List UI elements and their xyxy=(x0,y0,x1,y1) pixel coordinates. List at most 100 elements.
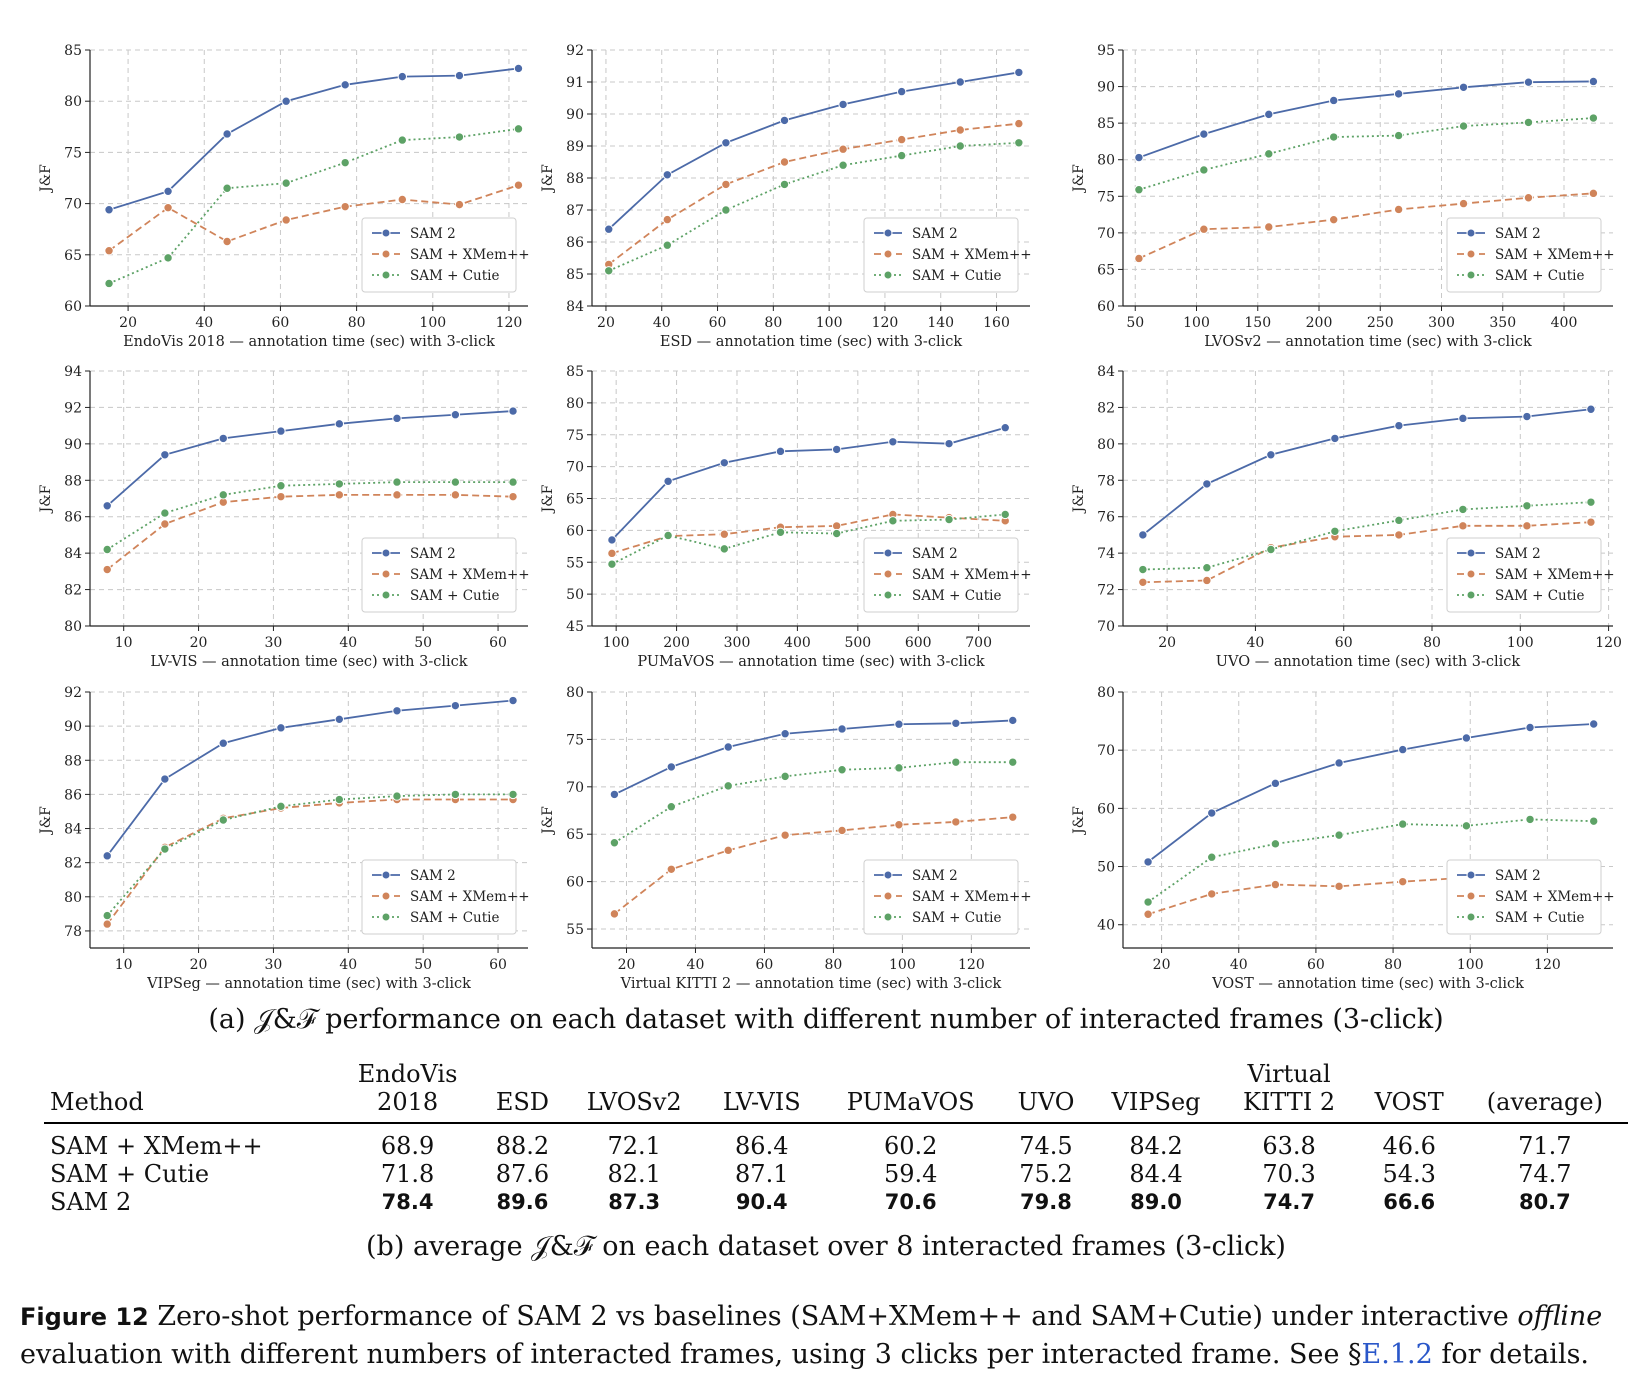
y-axis-label: J&F xyxy=(1071,164,1087,194)
section-link[interactable]: E.1.2 xyxy=(1361,1339,1433,1370)
table-cell: 75.2 xyxy=(1019,1160,1073,1188)
legend-label: SAM 2 xyxy=(1495,868,1541,884)
data-point xyxy=(1014,138,1024,148)
data-point xyxy=(1334,881,1344,892)
table-cell: 63.8 xyxy=(1262,1132,1316,1160)
y-tick-label: 70 xyxy=(1097,743,1115,759)
legend-label: SAM + Cutie xyxy=(410,910,499,926)
table-row: SAM + Cutie 71.8 87.6 82.1 87.1 59.4 75.2 84.4 7… xyxy=(44,1160,1628,1188)
data-point xyxy=(951,817,961,827)
data-point xyxy=(450,789,461,800)
y-axis-label: J&F xyxy=(38,484,54,514)
data-point xyxy=(222,236,232,247)
y-tick-label: 90 xyxy=(64,719,82,735)
y-tick-label: 84 xyxy=(1097,364,1115,380)
legend-box xyxy=(1446,217,1602,293)
legend-marker xyxy=(381,912,391,922)
legend-box xyxy=(863,537,1019,613)
data-point xyxy=(334,490,345,500)
x-tick-label: 350 xyxy=(1489,315,1516,331)
x-tick-label: 60 xyxy=(756,957,774,973)
y-tick-label: 85 xyxy=(64,43,82,59)
legend-marker xyxy=(381,590,391,600)
y-axis-label: J&F xyxy=(38,164,54,194)
data-point xyxy=(1586,517,1596,527)
x-tick-label: 30 xyxy=(265,635,283,651)
legend-box xyxy=(1446,859,1602,935)
table-cell: 90.4 xyxy=(735,1190,788,1214)
legend-marker xyxy=(1466,870,1476,880)
data-point xyxy=(1207,808,1217,818)
y-tick-label: 75 xyxy=(64,145,82,161)
data-point xyxy=(1266,544,1276,555)
series-line xyxy=(608,141,1019,272)
x-tick-label: 500 xyxy=(844,635,871,651)
data-point xyxy=(450,477,461,487)
x-tick-label: 120 xyxy=(1595,635,1622,651)
header-col: PUMaVOS xyxy=(846,1088,975,1116)
data-point xyxy=(1393,89,1404,99)
data-point xyxy=(276,801,286,812)
data-point xyxy=(1458,504,1468,515)
series-line xyxy=(1138,80,1594,159)
data-point xyxy=(662,170,673,180)
y-tick-label: 85 xyxy=(1097,116,1115,132)
data-point xyxy=(1270,839,1281,849)
results-table: Method EndoVis 2018 ESD LVOSv2 LV-VIS PUMaVOS U… xyxy=(44,1058,1628,1216)
data-point xyxy=(454,199,465,210)
y-tick-label: 60 xyxy=(566,523,584,539)
y-axis-label: J&F xyxy=(540,164,556,194)
y-tick-label: 88 xyxy=(64,473,82,489)
table-cell: 71.8 xyxy=(380,1160,435,1188)
table-cell: 87.1 xyxy=(735,1160,789,1188)
x-tick-label: 150 xyxy=(1244,315,1271,331)
data-point xyxy=(838,99,848,110)
data-point xyxy=(1393,204,1404,215)
data-point xyxy=(955,77,965,87)
data-point xyxy=(160,774,170,784)
x-tick-label: 40 xyxy=(653,315,671,331)
table-cell: 60.2 xyxy=(883,1132,938,1160)
data-point xyxy=(775,527,786,537)
data-point xyxy=(1138,530,1148,540)
data-point xyxy=(896,150,907,161)
table-cell: 70.6 xyxy=(884,1190,937,1214)
y-tick-label: 75 xyxy=(566,732,584,748)
x-tick-label: 400 xyxy=(1551,315,1578,331)
data-point xyxy=(218,738,228,748)
figure-caption: Figure 12 Zero-shot performance of SAM 2… xyxy=(20,1298,1640,1374)
data-point xyxy=(1393,130,1404,141)
legend-marker xyxy=(381,228,391,238)
y-tick-label: 70 xyxy=(566,780,584,796)
x-tick-label: 100 xyxy=(1457,957,1484,973)
data-point xyxy=(1398,876,1408,887)
x-tick-label: 50 xyxy=(1126,315,1144,331)
data-point xyxy=(779,179,790,190)
legend: SAM 2 SAM + XMem++ SAM + Cutie xyxy=(863,537,1032,613)
x-tick-label: 60 xyxy=(709,315,727,331)
legend-marker xyxy=(1466,548,1476,558)
data-point xyxy=(104,205,114,215)
data-point xyxy=(666,762,677,772)
data-point xyxy=(1202,563,1212,573)
caption-b: (b) average 𝒥&ℱ on each dataset over 8 i… xyxy=(366,1231,1286,1262)
data-point xyxy=(1000,509,1010,520)
series-line xyxy=(1142,408,1592,536)
data-point xyxy=(1588,76,1599,87)
data-point xyxy=(609,789,620,800)
data-point xyxy=(944,514,954,525)
data-point xyxy=(604,266,614,276)
header-col: (average) xyxy=(1486,1088,1603,1116)
x-tick-label: 50 xyxy=(414,957,432,973)
chart-panel: 20 40 60 80 100 120 55 60 65 70 75 80 Virtual KITTI … xyxy=(540,685,1032,992)
data-point xyxy=(508,477,518,487)
table-header-row: Method EndoVis 2018 ESD LVOSv2 LV-VIS PUMaVOS U… xyxy=(44,1058,1628,1123)
data-point xyxy=(281,178,291,188)
y-tick-label: 60 xyxy=(566,875,584,891)
data-point xyxy=(1264,149,1274,159)
x-tick-label: 80 xyxy=(764,315,782,331)
data-point xyxy=(719,458,730,468)
legend: SAM 2 SAM + XMem++ SAM + Cutie xyxy=(1446,217,1615,293)
data-point xyxy=(1523,193,1534,203)
data-point xyxy=(780,729,790,739)
